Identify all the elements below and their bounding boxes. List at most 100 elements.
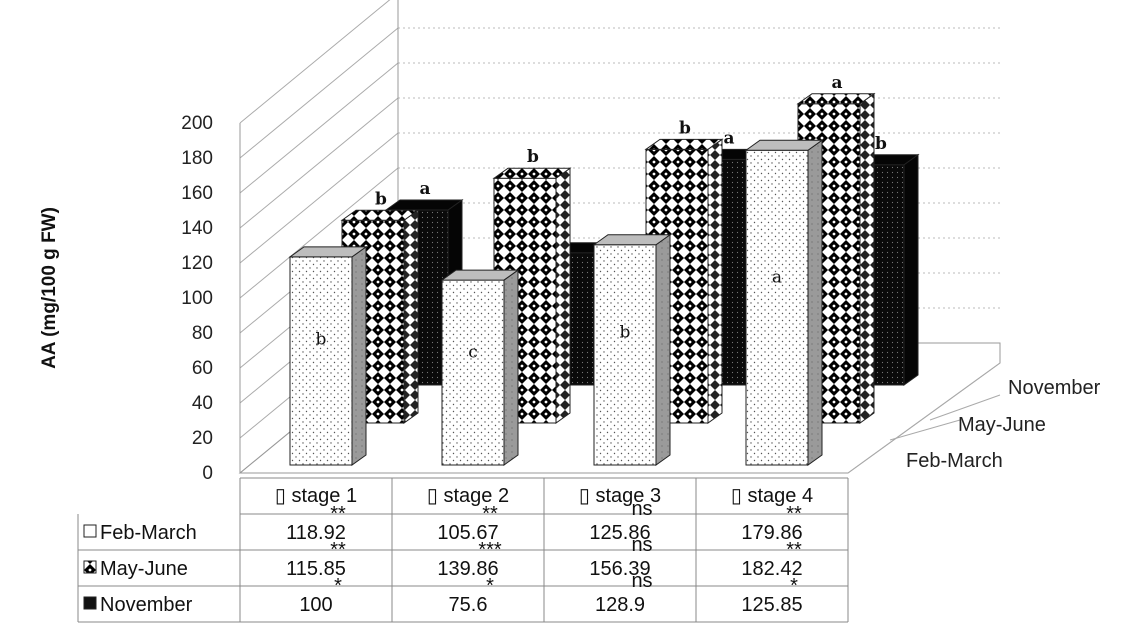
significance-mark: **: [482, 503, 498, 525]
data-cell: 115.85: [286, 558, 346, 580]
significance-mark: **: [786, 539, 802, 561]
category-label: ▯ stage 3: [579, 485, 661, 507]
data-cell: 105.67: [437, 522, 498, 544]
bar-top: [288, 246, 368, 258]
legend-key-0: [83, 524, 97, 538]
bar-front: [441, 279, 505, 466]
bar-febmarch-2: c: [440, 269, 520, 466]
depth-line: [929, 394, 1001, 421]
bar-side: [503, 269, 519, 466]
category-label: ▯ stage 1: [275, 485, 357, 507]
y-tick-label: 120: [181, 253, 213, 274]
depth-line: [889, 419, 961, 441]
y-tick-label: 60: [192, 358, 213, 379]
bar-front: [593, 244, 657, 466]
bar-letter: a: [723, 128, 734, 148]
series-name: May-June: [100, 558, 188, 580]
data-table: ▯ stage 1 ▯ stage 2 ▯ stage 3 ▯ stage 4 Feb-…: [77, 477, 849, 623]
bar-top: [644, 138, 724, 150]
bar-side: [555, 167, 571, 424]
bar-febmarch-1: b: [288, 245, 368, 466]
data-cell: 156.39: [589, 558, 650, 580]
data-cell: 128.9: [595, 594, 645, 616]
data-cell: 139.86: [437, 558, 498, 580]
side-wall-gridline: [239, 132, 399, 264]
bar-top: [340, 209, 420, 221]
bar-letter: c: [468, 343, 478, 363]
bar-top: [592, 234, 672, 246]
y-tick-label: 140: [181, 218, 213, 239]
bar-letter: b: [875, 134, 887, 154]
depth-label: May-June: [958, 414, 1046, 436]
data-cell: 182.42: [741, 558, 802, 580]
bar-front: [745, 149, 809, 466]
bar-letter: b: [375, 189, 387, 209]
bar-letter: b: [316, 329, 327, 349]
significance-mark: ns: [631, 498, 652, 520]
significance-mark: **: [330, 503, 346, 525]
bar-side: [859, 92, 875, 424]
y-tick-label: 0: [202, 463, 213, 484]
bar-top: [440, 269, 520, 281]
data-cell: 118.92: [286, 522, 346, 544]
significance-mark: *: [334, 575, 342, 597]
bar-side: [351, 245, 367, 466]
significance-mark: *: [790, 575, 798, 597]
bar-side: [707, 138, 723, 424]
legend-key-1: [83, 560, 97, 574]
y-tick-label: 20: [192, 428, 213, 449]
y-axis: 0 20 40 60 80 100 120 140 160 180 200: [181, 113, 213, 484]
bar-letter: a: [419, 179, 430, 199]
bar-top: [384, 199, 464, 211]
bar-letter: a: [772, 267, 782, 287]
data-cell: 75.6: [449, 594, 488, 616]
side-wall-gridline: [239, 97, 399, 229]
y-axis-title: AA (mg/100 g FW): [39, 207, 60, 369]
side-wall-gridline: [239, 62, 399, 194]
significance-mark: **: [786, 503, 802, 525]
depth-label: Feb-March: [906, 450, 1003, 472]
bar-letter: b: [620, 322, 631, 342]
data-cell: 125.85: [741, 594, 802, 616]
bar-side: [807, 139, 823, 466]
bar-side: [903, 153, 919, 386]
depth-axis-labels: Feb-March May-June November: [906, 377, 1101, 472]
bar-front: [289, 256, 353, 466]
bar-top: [796, 93, 876, 105]
bar-letter: a: [831, 73, 842, 93]
data-cell: 125.86: [589, 522, 650, 544]
significance-mark: *: [486, 575, 494, 597]
category-label: ▯ stage 4: [731, 485, 813, 507]
floor-edge: [847, 362, 1001, 474]
depth-label: November: [1008, 377, 1101, 399]
data-cell: 100: [299, 594, 332, 616]
bar-febmarch-4: a: [744, 139, 824, 466]
series-name: November: [100, 594, 193, 616]
significance-mark: ns: [631, 534, 652, 556]
bar-side: [403, 209, 419, 424]
bar-letter: b: [527, 147, 539, 167]
category-label: ▯ stage 2: [427, 485, 509, 507]
bar-febmarch-3: b: [592, 233, 672, 466]
side-wall-gridline: [239, 0, 391, 124]
bar-top: [744, 139, 824, 151]
significance-mark: ns: [631, 570, 652, 592]
side-wall-gridline: [239, 27, 399, 159]
significance-mark: ***: [478, 539, 502, 561]
series-name: Feb-March: [100, 522, 197, 544]
bar-side: [655, 233, 671, 466]
y-tick-label: 200: [181, 113, 213, 134]
bar-letter: b: [679, 118, 691, 138]
bar-top: [492, 167, 572, 179]
y-tick-label: 100: [181, 288, 213, 309]
data-cell: 179.86: [741, 522, 802, 544]
side-wall-gridline: [239, 167, 399, 299]
bars: a a b b b b a b c b a: [288, 73, 920, 466]
legend-key-2: [83, 596, 97, 610]
significance-mark: **: [330, 539, 346, 561]
y-tick-label: 80: [192, 323, 213, 344]
bar-mayjune-3: b: [644, 118, 724, 424]
y-tick-label: 160: [181, 183, 213, 204]
y-tick-label: 40: [192, 393, 213, 414]
